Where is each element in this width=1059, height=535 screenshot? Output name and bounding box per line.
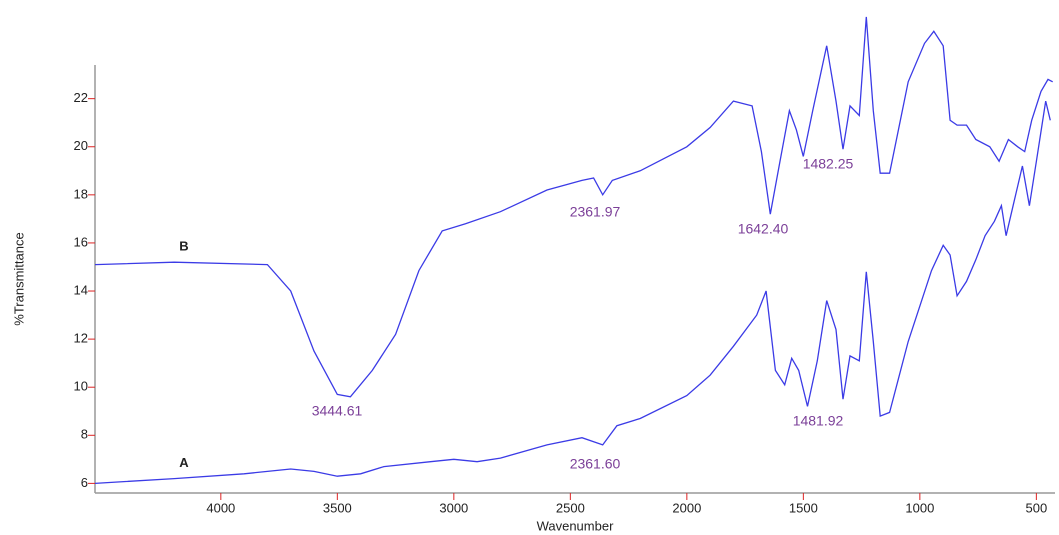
y-tick-label: 22 [74,90,88,105]
x-tick-label: 2500 [556,500,585,515]
y-tick-label: 20 [74,138,88,153]
x-tick-label: 500 [1026,500,1048,515]
y-tick-label: 10 [74,379,88,394]
y-axis-label: %Transmittance [11,232,26,325]
peak-annotation: 1642.40 [738,221,789,237]
peak-annotation: 2361.97 [570,204,621,220]
x-tick-label: 1000 [905,500,934,515]
x-tick-label: 4000 [206,500,235,515]
y-tick-label: 16 [74,234,88,249]
x-tick-label: 2000 [672,500,701,515]
x-tick-label: 3500 [323,500,352,515]
y-tick-label: 12 [74,331,88,346]
series-line [94,16,1053,398]
y-tick-label: 8 [81,427,88,442]
peak-annotation: 3444.61 [312,403,363,419]
peak-annotation: 2361.60 [570,456,621,472]
series-line [94,100,1051,485]
peak-annotation: 1482.25 [803,156,854,172]
x-tick-label: 3000 [439,500,468,515]
y-tick-label: 6 [81,475,88,490]
series-label: B [179,239,188,254]
x-tick-label: 1500 [789,500,818,515]
y-tick-label: 18 [74,186,88,201]
x-axis-label: Wavenumber [537,518,614,533]
peak-annotation: 1481.92 [793,413,844,429]
y-tick-label: 14 [74,282,88,297]
series-label: A [179,455,189,470]
